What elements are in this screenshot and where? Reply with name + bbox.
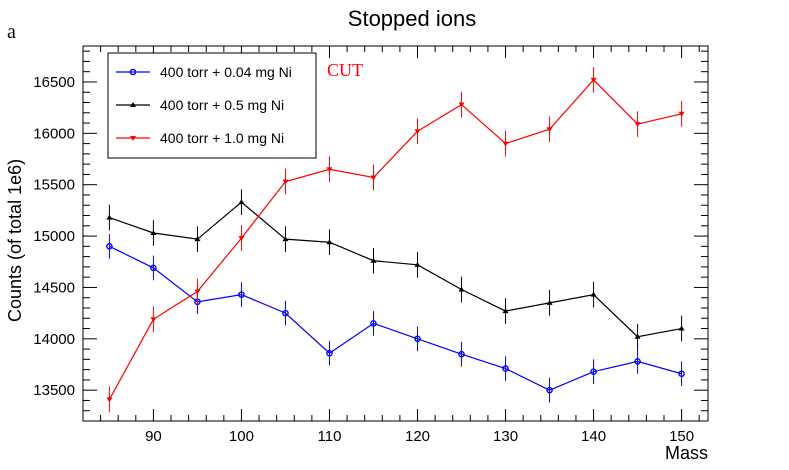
legend-entry: 400 torr + 0.5 mg Ni (116, 97, 284, 113)
x-tick-label: 100 (229, 428, 254, 445)
data-point (634, 122, 641, 128)
series-1 (106, 234, 685, 403)
legend-label: 400 torr + 0.04 mg Ni (160, 64, 292, 80)
data-point (370, 257, 377, 263)
y-tick-label: 16500 (33, 74, 75, 91)
y-tick-label: 15000 (33, 228, 75, 245)
series-2 (106, 189, 685, 350)
y-tick-label: 16000 (33, 125, 75, 142)
data-point (458, 350, 465, 358)
data-point (150, 317, 157, 323)
x-tick-label: 150 (669, 428, 694, 445)
data-point (678, 370, 685, 378)
data-point (106, 214, 113, 220)
data-point (326, 349, 333, 357)
panel-label: a (7, 21, 16, 43)
legend-entry: 400 torr + 0.04 mg Ni (116, 64, 292, 80)
data-point (634, 358, 641, 365)
legend-label: 400 torr + 1.0 mg Ni (160, 130, 284, 146)
data-point (546, 127, 553, 133)
x-axis: 90 100 110 120 130 140 150 (100, 46, 700, 445)
legend-marker (129, 68, 137, 76)
data-point (282, 236, 289, 242)
data-point (238, 199, 245, 205)
x-axis-label: Mass (665, 443, 708, 463)
data-point (678, 111, 685, 117)
series-line (109, 245, 682, 391)
x-tick-label: 130 (493, 428, 518, 445)
data-point (634, 333, 641, 339)
data-point (414, 261, 421, 267)
data-point (106, 397, 113, 403)
data-point (370, 320, 377, 327)
data-point (590, 77, 597, 83)
y-tick-label: 14000 (33, 331, 75, 348)
x-tick-label: 90 (145, 428, 162, 445)
legend-marker (130, 102, 136, 107)
series-line (109, 201, 682, 338)
data-point (590, 291, 597, 297)
legend: 400 torr + 0.04 mg Ni 400 torr + 0.5 mg N… (107, 52, 317, 159)
y-axis-label: Counts (of total 1e6) (5, 159, 25, 322)
y-tick-label: 15500 (33, 177, 75, 194)
chart-title: Stopped ions (348, 6, 476, 31)
data-point (458, 102, 465, 108)
data-point (370, 175, 377, 181)
y-tick-label: 14500 (33, 279, 75, 296)
data-point (590, 368, 597, 375)
data-point (150, 229, 157, 235)
data-point (150, 264, 157, 272)
x-tick-label: 120 (405, 428, 430, 445)
series-line (108, 79, 682, 400)
data-point (282, 309, 289, 317)
y-tick-label: 13500 (33, 382, 75, 399)
data-point (238, 236, 245, 242)
data-point (194, 289, 201, 295)
series-layer (106, 67, 685, 413)
series-3 (106, 67, 685, 413)
plot-frame (82, 45, 709, 422)
data-point (326, 167, 333, 173)
data-point (238, 291, 245, 298)
data-point (458, 286, 465, 292)
legend-label: 400 torr + 0.5 mg Ni (160, 97, 284, 113)
data-point (502, 308, 509, 314)
x-tick-label: 110 (318, 428, 342, 445)
legend-marker (130, 136, 136, 141)
data-point (546, 299, 553, 305)
data-point (502, 141, 509, 147)
data-point (414, 335, 421, 343)
data-point (326, 239, 333, 245)
legend-entry: 400 torr + 1.0 mg Ni (116, 130, 284, 146)
x-tick-label: 140 (581, 428, 606, 445)
data-point (414, 129, 421, 135)
cut-annotation: CUT (327, 60, 363, 80)
data-point (106, 243, 113, 250)
data-point (502, 365, 509, 372)
data-point (194, 236, 201, 242)
y-axis: 13500 14000 14500 15000 15500 16000 16500 (33, 50, 708, 422)
data-point (546, 386, 553, 394)
data-point (678, 325, 685, 331)
data-point (282, 179, 289, 185)
